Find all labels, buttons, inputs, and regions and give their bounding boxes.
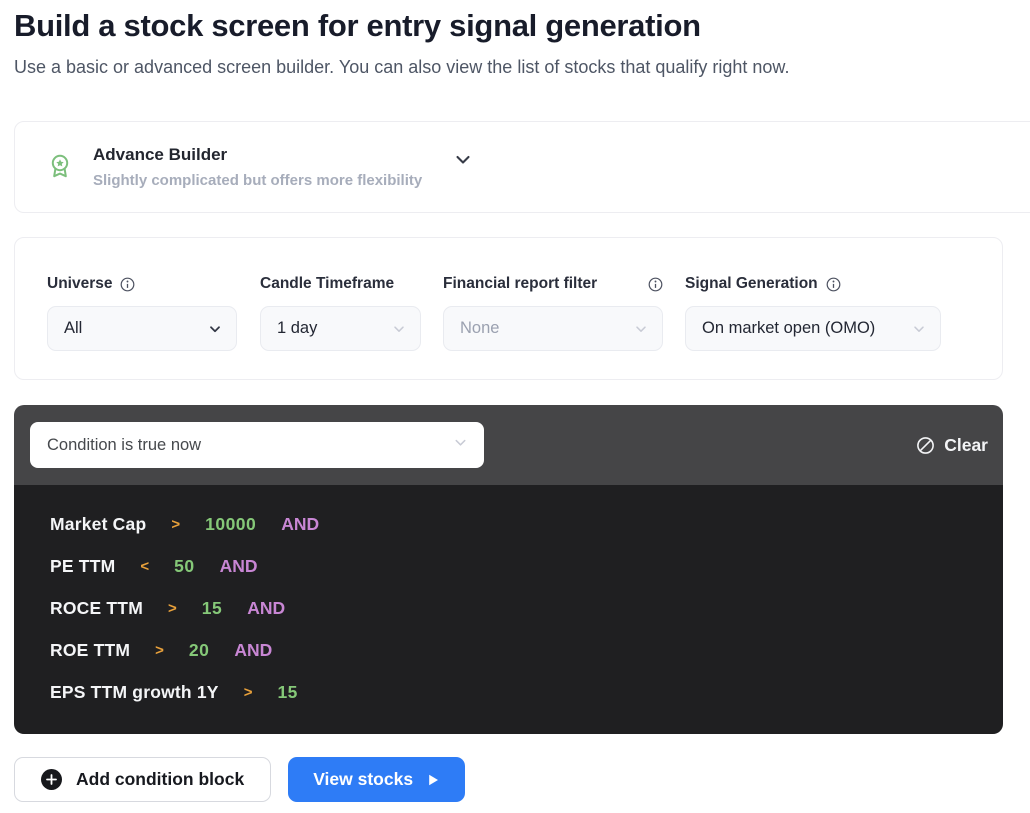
signal-generation-select[interactable]: On market open (OMO) (685, 306, 941, 351)
screen-builder-page: Build a stock screen for entry signal ge… (0, 8, 1030, 802)
view-stocks-label: View stocks (313, 769, 414, 789)
condition-operator: > (167, 599, 177, 617)
chevron-down-icon (633, 321, 649, 337)
condition-row[interactable]: ROCE TTM > 15 AND (50, 587, 1003, 629)
builder-card-text: Advance Builder Slightly complicated but… (93, 145, 422, 189)
condition-field: EPS TTM growth 1Y (50, 681, 219, 702)
condition-operator: > (171, 515, 181, 533)
condition-value: 20 (188, 639, 210, 660)
filter-group-candle-timeframe: Candle Timeframe 1 day (260, 275, 421, 379)
builder-card-title: Advance Builder (93, 145, 228, 164)
condition-row[interactable]: EPS TTM growth 1Y > 15 (50, 671, 1003, 713)
plus-circle-icon (41, 769, 62, 790)
condition-trigger-select[interactable]: Condition is true now (30, 422, 484, 468)
filter-group-financial-report: Financial report filter None (443, 275, 663, 379)
signal-generation-select-value: On market open (OMO) (702, 319, 876, 337)
condition-block-header: Condition is true now Clear (14, 405, 1003, 485)
condition-operator: < (140, 557, 150, 575)
condition-value: 10000 (205, 513, 257, 534)
condition-value: 50 (174, 555, 195, 576)
clear-button[interactable]: Clear (916, 435, 988, 456)
info-icon[interactable] (826, 277, 841, 292)
chevron-down-icon (207, 321, 223, 337)
add-condition-block-button[interactable]: Add condition block (14, 757, 272, 802)
condition-field: Market Cap (50, 513, 147, 534)
advance-builder-card[interactable]: Advance Builder Slightly complicated but… (14, 121, 1030, 213)
condition-row[interactable]: PE TTM < 50 AND (50, 545, 1003, 587)
condition-conjunction: AND (247, 597, 286, 618)
chevron-down-icon[interactable] (452, 149, 474, 171)
condition-row[interactable]: Market Cap > 10000 AND (50, 503, 1003, 545)
condition-value: 15 (277, 681, 298, 702)
chevron-down-icon (452, 434, 469, 456)
slash-circle-icon (916, 436, 935, 455)
page-subtitle: Use a basic or advanced screen builder. … (14, 57, 790, 77)
chevron-down-icon (911, 321, 927, 337)
condition-field: ROE TTM (50, 639, 131, 660)
condition-field: PE TTM (50, 555, 116, 576)
condition-row[interactable]: ROE TTM > 20 AND (50, 629, 1003, 671)
universe-label: Universe (47, 275, 113, 292)
condition-block: Condition is true now Clear Market Cap > (14, 405, 1003, 734)
candle-timeframe-select-value: 1 day (277, 319, 318, 337)
chevron-down-icon (391, 321, 407, 337)
view-stocks-button[interactable]: View stocks (288, 757, 466, 802)
page-title: Build a stock screen for entry signal ge… (14, 8, 701, 43)
universe-select-value: All (64, 319, 83, 337)
filter-group-signal-generation: Signal Generation On market open (OMO) (685, 275, 941, 379)
candle-timeframe-select[interactable]: 1 day (260, 306, 421, 351)
financial-report-select-value: None (460, 319, 500, 337)
filters-card: Universe All Candle Timeframe 1 day (14, 237, 1003, 380)
condition-field: ROCE TTM (50, 597, 143, 618)
info-icon[interactable] (120, 277, 135, 292)
condition-trigger-value: Condition is true now (47, 435, 202, 454)
condition-value: 15 (201, 597, 223, 618)
candle-timeframe-label: Candle Timeframe (260, 275, 395, 292)
info-icon[interactable] (648, 277, 663, 292)
financial-report-select[interactable]: None (443, 306, 663, 351)
signal-generation-label: Signal Generation (685, 275, 818, 292)
play-icon (426, 773, 440, 787)
condition-conjunction: AND (234, 639, 273, 660)
condition-conjunction: AND (281, 513, 320, 534)
builder-card-subtitle: Slightly complicated but offers more fle… (93, 172, 423, 189)
financial-report-label: Financial report filter (443, 275, 598, 292)
condition-operator: > (155, 641, 164, 659)
add-condition-block-label: Add condition block (76, 769, 245, 789)
filter-group-universe: Universe All (47, 275, 237, 379)
universe-select[interactable]: All (47, 306, 237, 351)
condition-conjunction: AND (219, 555, 258, 576)
medal-icon (48, 153, 72, 181)
condition-list: Market Cap > 10000 AND PE TTM < 50 AND R… (14, 485, 1003, 734)
condition-operator: > (243, 683, 253, 701)
clear-button-label: Clear (944, 434, 988, 455)
bottom-actions: Add condition block View stocks (14, 757, 1030, 802)
